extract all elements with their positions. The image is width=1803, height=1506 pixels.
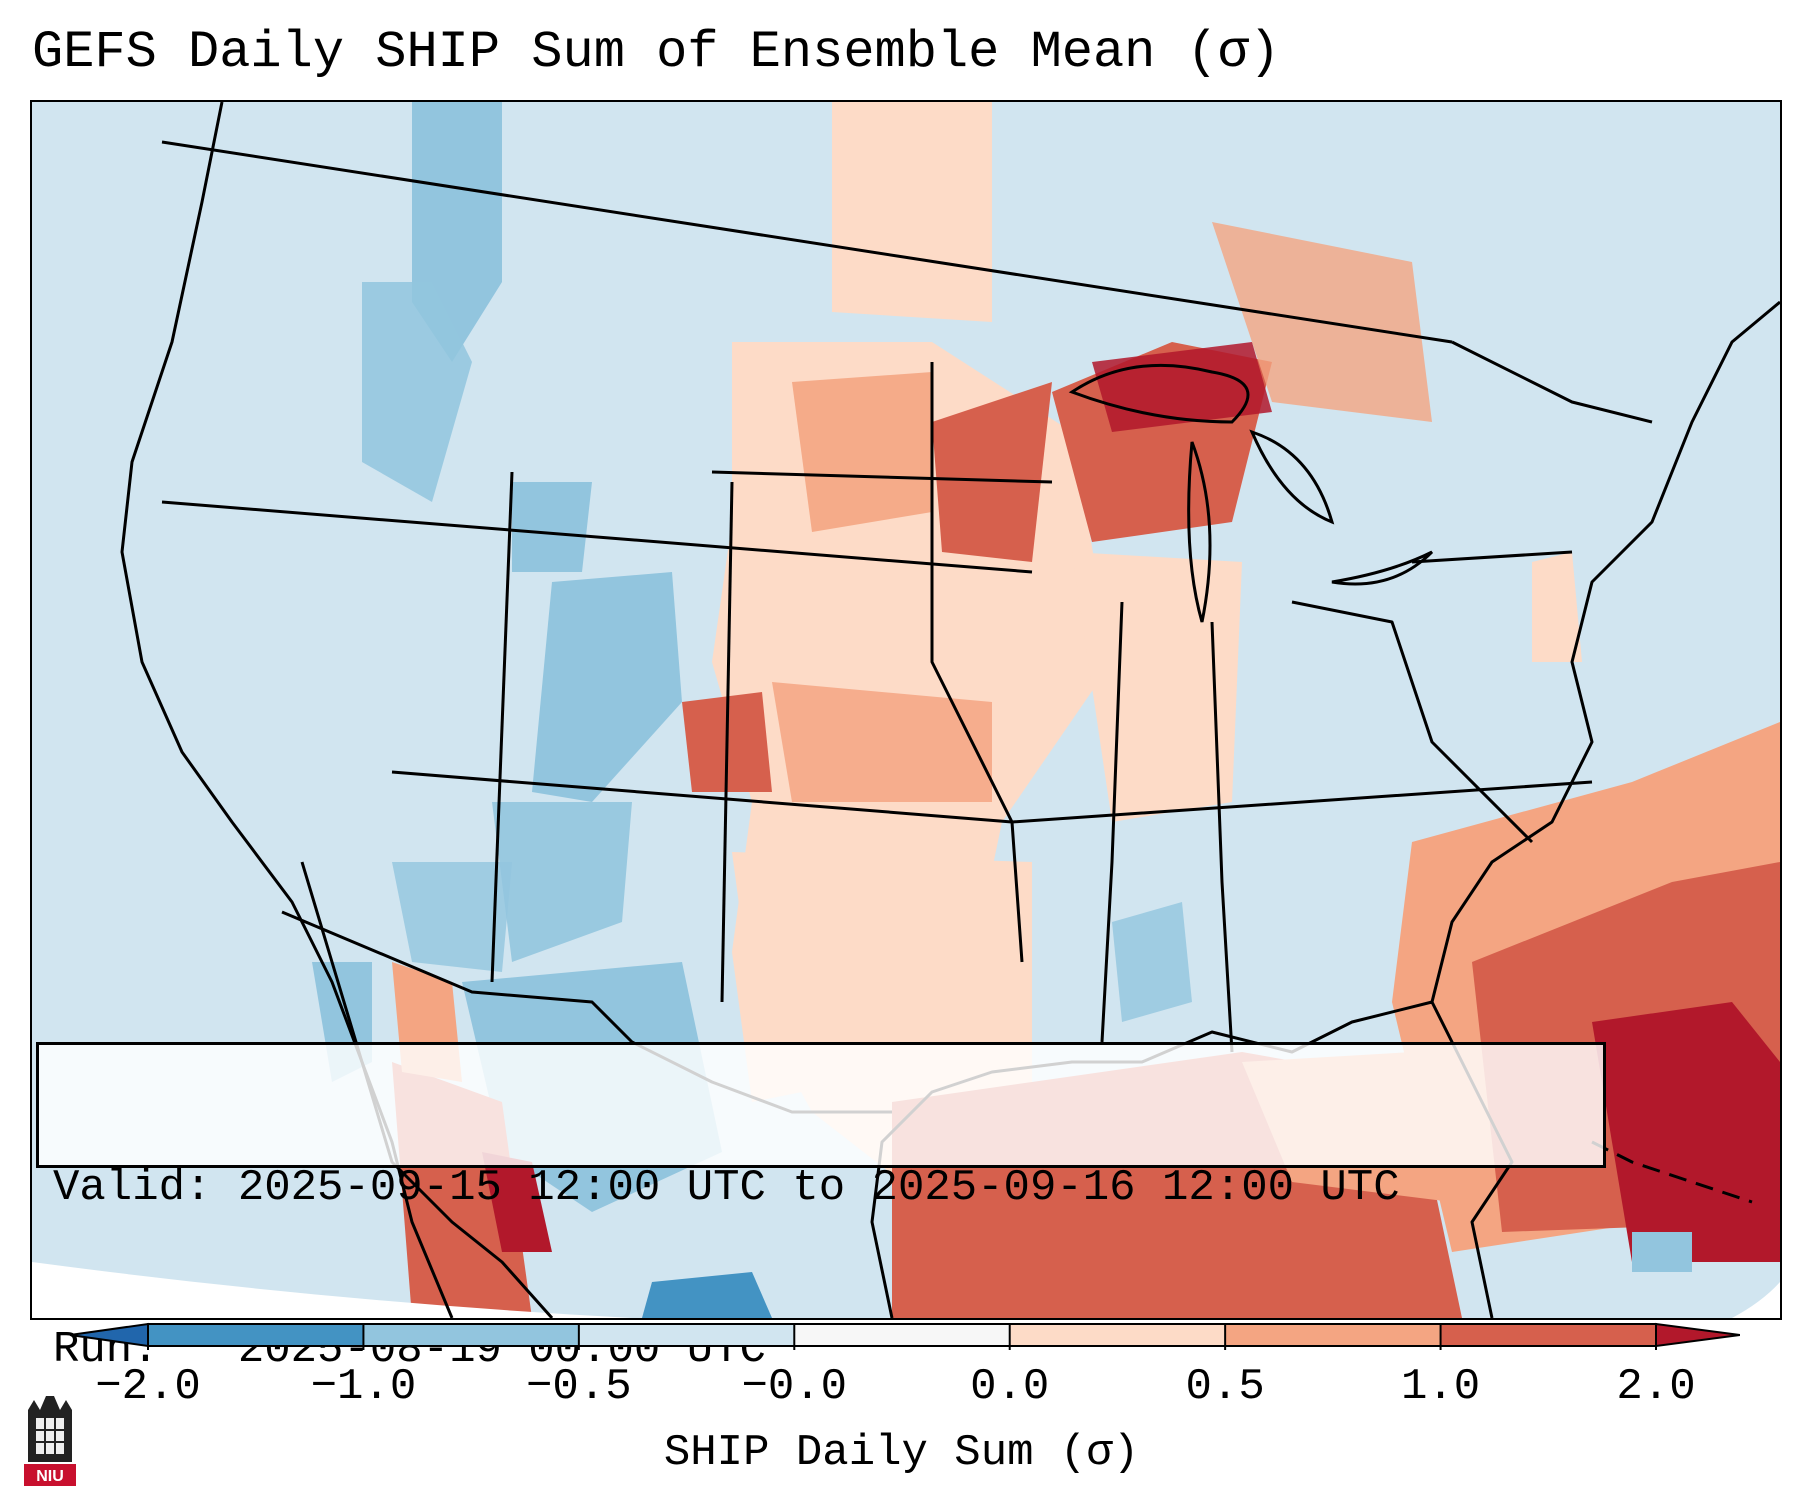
projection-edge bbox=[32, 1262, 632, 1318]
lake-michigan bbox=[1187, 441, 1212, 623]
state-line-1 bbox=[161, 500, 1033, 574]
chart-title: GEFS Daily SHIP Sum of Ensemble Mean (σ) bbox=[32, 23, 1281, 82]
lake-huron bbox=[1249, 429, 1335, 525]
colorbar-label: SHIP Daily Sum (σ) bbox=[663, 1428, 1140, 1478]
field-pos-upper-michigan bbox=[1092, 342, 1272, 432]
colorbar-tick-label: 0.5 bbox=[1185, 1362, 1265, 1412]
us-canada-border-east bbox=[1451, 340, 1653, 424]
colorbar-tick-label: 2.0 bbox=[1616, 1362, 1696, 1412]
great-lakes bbox=[1068, 363, 1434, 623]
colorbar-tick-label: −1.0 bbox=[310, 1362, 417, 1412]
field-neg-colorado bbox=[532, 572, 682, 802]
logo-text: NIU bbox=[36, 1468, 64, 1485]
colorbar-segment bbox=[363, 1324, 580, 1346]
colorbar-extend-high bbox=[1655, 1322, 1740, 1348]
field-neg-mississippi bbox=[1112, 902, 1192, 1022]
state-line-5 bbox=[720, 481, 734, 1003]
colorbar bbox=[70, 1322, 1740, 1350]
field-neg-wyoming bbox=[512, 482, 592, 572]
atlantic-coastline bbox=[1430, 300, 1780, 1003]
field-neg-hispaniola bbox=[1632, 1232, 1692, 1272]
colorbar-tick-label: −2.0 bbox=[95, 1362, 201, 1412]
field-neg-new-mexico bbox=[492, 802, 632, 962]
field-neg-strong-mexico bbox=[642, 1272, 772, 1318]
lake-erie bbox=[1331, 550, 1434, 586]
colorbar-segment bbox=[578, 1324, 795, 1346]
state-line-9 bbox=[1291, 600, 1534, 844]
projection-edge-right bbox=[1732, 1282, 1780, 1318]
state-line-6 bbox=[490, 471, 514, 983]
colorbar-segment bbox=[1440, 1324, 1657, 1346]
field-neg-idaho bbox=[362, 282, 472, 502]
colorbar-tick-label: 0.0 bbox=[970, 1362, 1050, 1412]
field-pos-dakotas bbox=[792, 372, 932, 532]
info-box: Valid: 2025-09-15 12:00 UTC to 2025-09-1… bbox=[36, 1042, 1606, 1375]
field-pos-manitoba bbox=[832, 102, 992, 322]
field-pos-mid-atlantic bbox=[1532, 552, 1582, 662]
valid-time: Valid: 2025-09-15 12:00 UTC to 2025-09-1… bbox=[53, 1163, 1400, 1213]
niu-logo: NIU bbox=[24, 1396, 76, 1486]
field-pos-kansas bbox=[772, 682, 992, 802]
boundaries bbox=[120, 102, 1780, 1318]
colorbar-segment bbox=[1225, 1324, 1442, 1346]
colorbar-outline bbox=[147, 1323, 1657, 1347]
field-pos-illinois bbox=[1072, 552, 1242, 822]
colorbar-tick-label: 1.0 bbox=[1400, 1362, 1481, 1412]
state-line-10 bbox=[1411, 550, 1573, 564]
colorbar-segment bbox=[148, 1324, 364, 1346]
colorbar-extend-low bbox=[70, 1322, 149, 1348]
colorbar-segment bbox=[794, 1324, 1011, 1346]
state-line-4 bbox=[930, 362, 1024, 963]
colorbar-segment bbox=[1009, 1324, 1226, 1346]
us-canada-border bbox=[161, 140, 1453, 344]
colorbar-tick-label: −0.5 bbox=[526, 1362, 632, 1412]
field-pos-minnesota bbox=[932, 382, 1052, 562]
state-line-7 bbox=[1100, 601, 1124, 1043]
colorbar-tick-label: −0.0 bbox=[741, 1362, 848, 1412]
colorbar-segments bbox=[70, 1322, 1740, 1350]
field-neg-arizona bbox=[392, 862, 512, 972]
lake-superior bbox=[1068, 363, 1250, 424]
state-line-3 bbox=[711, 470, 1053, 484]
state-line-8 bbox=[1210, 621, 1234, 1053]
field-pos-sierra-madre-peak bbox=[482, 1152, 552, 1252]
